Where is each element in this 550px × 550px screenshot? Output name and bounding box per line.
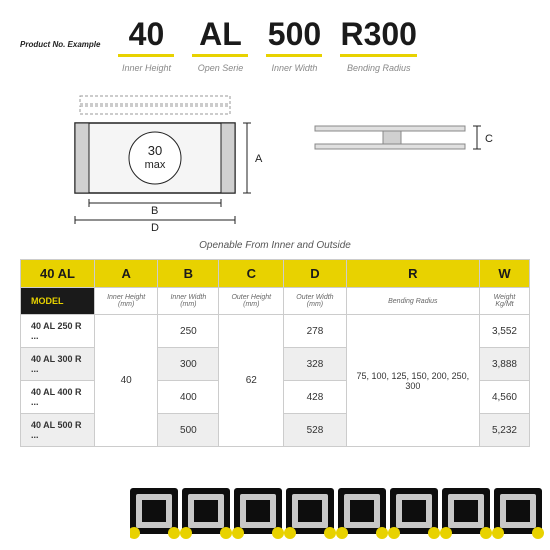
col-r: R xyxy=(346,260,479,288)
cell-d: 528 xyxy=(284,414,346,447)
cell-r-merged: 75, 100, 125, 150, 200, 250, 300 xyxy=(346,315,479,447)
svg-text:C: C xyxy=(485,133,493,145)
spec-inner-height: 40 Inner Height xyxy=(118,18,174,73)
model-name: 40 AL 500 R ... xyxy=(21,414,95,447)
diagram-caption: Openable From Inner and Outside xyxy=(0,240,550,251)
subheader: Outer Width (mm) xyxy=(284,288,346,315)
spec-bending-radius: R300 Bending Radius xyxy=(340,18,417,73)
cable-chain-image xyxy=(130,470,550,550)
spec-value: R300 xyxy=(340,18,417,57)
svg-text:D: D xyxy=(151,222,159,233)
cell-d: 428 xyxy=(284,381,346,414)
subheader: Inner Height (mm) xyxy=(94,288,157,315)
cell-c-merged: 62 xyxy=(219,315,284,447)
spec-value: 40 xyxy=(118,18,174,57)
cell-d: 278 xyxy=(284,315,346,348)
svg-text:30: 30 xyxy=(148,143,162,158)
spec-inner-width: 500 Inner Width xyxy=(266,18,322,73)
table-row: 40 AL 250 R ... 40 250 62 278 75, 100, 1… xyxy=(21,315,530,348)
model-name: 40 AL 250 R ... xyxy=(21,315,95,348)
side-view-diagram: C xyxy=(305,88,495,238)
cell-b: 400 xyxy=(158,381,219,414)
subheader: Weight Kg/Mt xyxy=(479,288,529,315)
spec-value: AL xyxy=(192,18,248,57)
spec-open-serie: AL Open Serie xyxy=(192,18,248,73)
table-title: 40 AL xyxy=(21,260,95,288)
cell-w: 3,552 xyxy=(479,315,529,348)
svg-text:B: B xyxy=(151,205,158,217)
svg-text:A: A xyxy=(255,153,263,165)
svg-text:max: max xyxy=(145,159,166,171)
cell-b: 300 xyxy=(158,348,219,381)
col-w: W xyxy=(479,260,529,288)
subheader: Bending Radius xyxy=(346,288,479,315)
spec-label: Bending Radius xyxy=(340,63,417,73)
spec-label: Inner Width xyxy=(266,63,322,73)
cell-w: 3,888 xyxy=(479,348,529,381)
spec-label: Inner Height xyxy=(118,63,174,73)
specifications-table: 40 AL A B C D R W MODEL Inner Height (mm… xyxy=(20,259,530,447)
cell-d: 328 xyxy=(284,348,346,381)
product-header: Product No. Example 40 Inner Height AL O… xyxy=(0,0,550,73)
col-c: C xyxy=(219,260,284,288)
model-name: 40 AL 300 R ... xyxy=(21,348,95,381)
cross-section-diagram: 30 max A B D xyxy=(55,88,275,238)
subheader: Outer Height (mm) xyxy=(219,288,284,315)
cell-w: 5,232 xyxy=(479,414,529,447)
product-number-label: Product No. Example xyxy=(20,18,100,49)
model-name: 40 AL 400 R ... xyxy=(21,381,95,414)
cell-w: 4,560 xyxy=(479,381,529,414)
cell-a-merged: 40 xyxy=(94,315,157,447)
col-a: A xyxy=(94,260,157,288)
model-header: MODEL xyxy=(21,288,95,315)
col-d: D xyxy=(284,260,346,288)
technical-diagram: 30 max A B D C xyxy=(0,88,550,238)
cell-b: 250 xyxy=(158,315,219,348)
subheader: Inner Width (mm) xyxy=(158,288,219,315)
spec-label: Open Serie xyxy=(192,63,248,73)
col-b: B xyxy=(158,260,219,288)
cell-b: 500 xyxy=(158,414,219,447)
spec-value: 500 xyxy=(266,18,322,57)
